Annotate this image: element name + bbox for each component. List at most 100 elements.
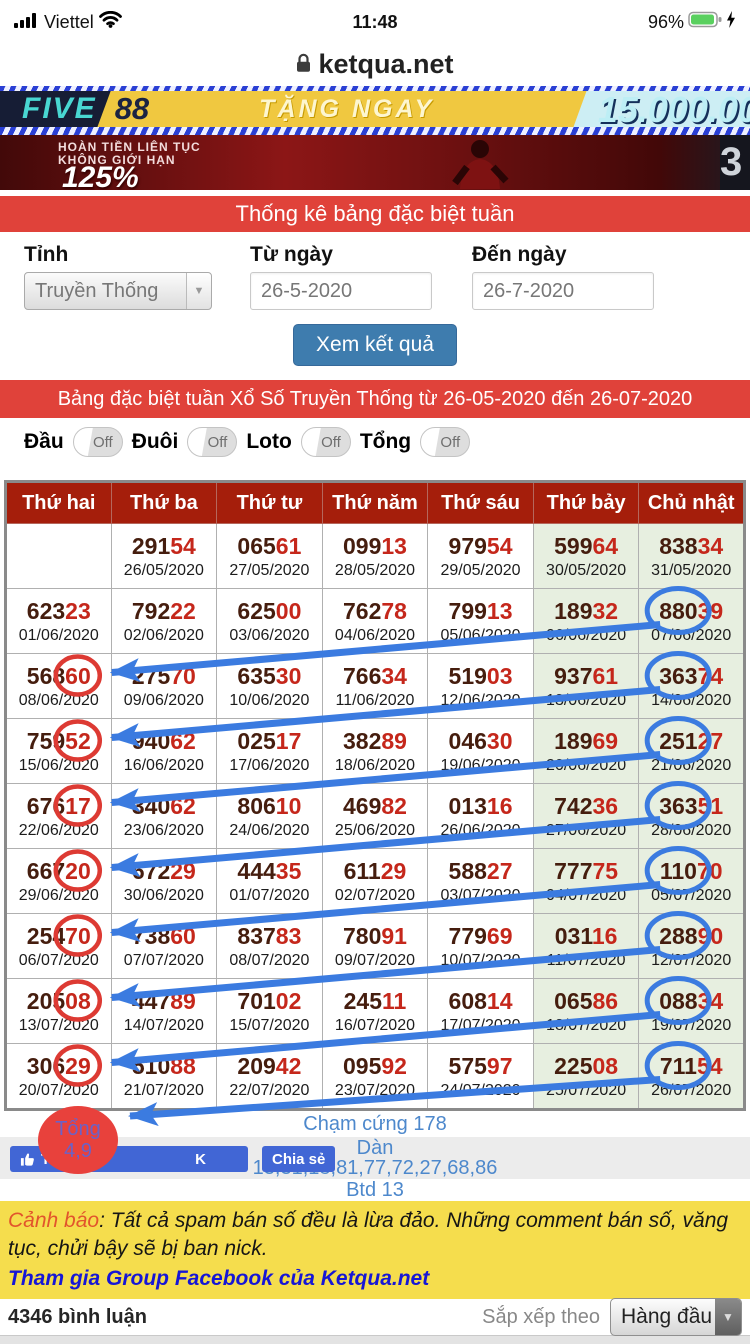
table-row: 62323 01/06/2020 79222 02/06/2020 62500 03/06… bbox=[5, 588, 745, 654]
facebook-share-button[interactable]: Chia sẻ bbox=[262, 1146, 336, 1172]
result-number: 61129 bbox=[343, 857, 407, 884]
result-number: 20508 bbox=[26, 987, 91, 1014]
result-number: 60814 bbox=[448, 987, 513, 1014]
result-date: 18/07/2020 bbox=[546, 1016, 627, 1034]
ad-banner-five88[interactable]: FIVE 88 TẶNG NGAY 15.000.00 bbox=[0, 91, 750, 127]
result-date: 09/07/2020 bbox=[334, 951, 415, 969]
banner-promo-text: TẶNG NGAY bbox=[259, 94, 435, 123]
tong-value: 4,9 bbox=[64, 1140, 92, 1162]
to-date-input[interactable] bbox=[472, 272, 654, 310]
chevron-down-icon: ▼ bbox=[715, 1299, 741, 1335]
carrier-label: Viettel bbox=[44, 11, 94, 32]
toggle-switch-loto[interactable]: Off bbox=[300, 427, 351, 457]
result-cell: 56860 08/06/2020 bbox=[5, 653, 112, 719]
result-number: 78091 bbox=[342, 922, 407, 949]
result-date: 22/07/2020 bbox=[229, 1081, 310, 1099]
result-date: 12/07/2020 bbox=[651, 951, 732, 969]
result-number: 51088 bbox=[131, 1052, 196, 1079]
stats-form: Tỉnh Từ ngày Đến ngày Truyền Thống ▼ Xem… bbox=[0, 232, 750, 366]
result-number: 71154 bbox=[659, 1052, 723, 1079]
result-number: 57597 bbox=[448, 1052, 513, 1079]
table-row: 66720 29/06/2020 67229 30/06/2020 44435 01/07… bbox=[5, 848, 745, 914]
result-date: 13/07/2020 bbox=[18, 1016, 99, 1034]
result-number: 76278 bbox=[342, 597, 407, 624]
result-number: 70102 bbox=[237, 987, 302, 1014]
result-number: 44435 bbox=[237, 857, 302, 884]
view-results-button[interactable]: Xem kết quả bbox=[293, 324, 457, 366]
result-cell: 08834 19/07/2020 bbox=[638, 978, 745, 1044]
cashback-percent: 125% bbox=[62, 161, 139, 190]
result-date: 30/06/2020 bbox=[123, 886, 204, 904]
lock-icon bbox=[296, 49, 311, 80]
result-number: 79913 bbox=[448, 597, 513, 624]
stats-title: Thống kê bảng đặc biệt tuần bbox=[0, 196, 750, 232]
result-number: 88039 bbox=[659, 597, 724, 624]
result-number: 58827 bbox=[448, 857, 513, 884]
table-row: 56860 08/06/2020 27570 09/06/2020 63530 10/06… bbox=[5, 653, 745, 719]
result-cell: 73860 07/07/2020 bbox=[110, 913, 218, 979]
result-cell: 04630 19/06/2020 bbox=[427, 718, 534, 784]
dan-label: Dàn bbox=[356, 1137, 394, 1159]
btd-text: Btd 13 bbox=[0, 1179, 750, 1201]
facebook-group-link[interactable]: Tham gia Group Facebook của Ketqua.net bbox=[8, 1267, 430, 1290]
result-date: 19/06/2020 bbox=[440, 756, 521, 774]
toggle-switch-đuôi[interactable]: Off bbox=[187, 427, 238, 457]
result-date: 13/06/2020 bbox=[546, 691, 627, 709]
tong-label: Tổng bbox=[55, 1118, 101, 1140]
result-date: 02/06/2020 bbox=[123, 626, 204, 644]
result-cell: 38289 18/06/2020 bbox=[321, 718, 429, 784]
table-row: 29154 26/05/2020 06561 27/05/2020 09913 28/05… bbox=[5, 523, 745, 589]
province-select[interactable]: Truyền Thống ▼ bbox=[24, 272, 212, 310]
result-date: 05/07/2020 bbox=[651, 886, 732, 904]
result-date: 04/07/2020 bbox=[546, 886, 627, 904]
result-date: 27/06/2020 bbox=[546, 821, 627, 839]
result-cell: 83834 31/05/2020 bbox=[638, 523, 745, 589]
result-date: 01/06/2020 bbox=[18, 626, 99, 644]
result-date: 24/07/2020 bbox=[440, 1081, 521, 1099]
result-date: 26/06/2020 bbox=[440, 821, 521, 839]
result-cell: 36374 14/06/2020 bbox=[638, 653, 745, 719]
result-number: 79222 bbox=[131, 597, 196, 624]
result-date: 12/06/2020 bbox=[440, 691, 521, 709]
toggle-row: Đầu Off Đuôi Off Loto Off Tổng Off bbox=[0, 418, 750, 466]
table-row: 25470 06/07/2020 73860 07/07/2020 83783 08/07… bbox=[5, 913, 745, 979]
toggle-switch-tổng[interactable]: Off bbox=[420, 427, 471, 457]
ad-banner-cashback[interactable]: HOÀN TIỀN LIÊN TỤC KHÔNG GIỚI HẠN 125% 3 bbox=[0, 135, 750, 190]
result-date: 30/05/2020 bbox=[546, 561, 627, 579]
result-cell: 76634 11/06/2020 bbox=[321, 653, 429, 719]
warning-text: : Tất cả spam bán số đều là lừa đảo. Nhữ… bbox=[8, 1209, 729, 1260]
sort-select[interactable]: Hàng đầu ▼ bbox=[610, 1298, 742, 1336]
result-date: 17/07/2020 bbox=[440, 1016, 521, 1034]
result-number: 66720 bbox=[26, 857, 91, 884]
result-cell: 30629 20/07/2020 bbox=[5, 1043, 112, 1110]
result-number: 27570 bbox=[131, 662, 196, 689]
result-cell: 83783 08/07/2020 bbox=[216, 913, 323, 979]
table-row: 20508 13/07/2020 44789 14/07/2020 70102 15/07… bbox=[5, 978, 745, 1044]
result-cell: 20508 13/07/2020 bbox=[5, 978, 112, 1044]
result-cell: 25470 06/07/2020 bbox=[5, 913, 112, 979]
toggle-label: Đuôi bbox=[131, 430, 179, 453]
result-cell: 88039 07/06/2020 bbox=[638, 588, 745, 654]
result-cell: 20942 22/07/2020 bbox=[216, 1043, 323, 1110]
result-date: 23/07/2020 bbox=[334, 1081, 415, 1099]
from-date-input[interactable] bbox=[250, 272, 432, 310]
result-date: 23/06/2020 bbox=[123, 821, 204, 839]
result-date: 22/06/2020 bbox=[18, 821, 99, 839]
result-date: 19/07/2020 bbox=[651, 1016, 732, 1034]
result-date: 14/06/2020 bbox=[651, 691, 732, 709]
result-number: 36351 bbox=[659, 792, 724, 819]
results-title: Bảng đặc biệt tuần Xổ Số Truyền Thống từ… bbox=[0, 380, 750, 418]
result-number: 06561 bbox=[237, 532, 302, 559]
result-cell: 18932 06/06/2020 bbox=[532, 588, 640, 654]
result-date: 20/07/2020 bbox=[18, 1081, 99, 1099]
result-number: 36374 bbox=[659, 662, 724, 689]
result-date: 21/07/2020 bbox=[123, 1081, 204, 1099]
sort-select-value: Hàng đầu bbox=[621, 1305, 713, 1328]
result-date: 27/05/2020 bbox=[229, 561, 310, 579]
column-header: Chủ nhật bbox=[638, 481, 745, 524]
result-date: 02/07/2020 bbox=[334, 886, 415, 904]
toggle-switch-đầu[interactable]: Off bbox=[72, 427, 123, 457]
result-number: 77775 bbox=[554, 857, 619, 884]
result-cell: 02517 17/06/2020 bbox=[216, 718, 323, 784]
url-bar[interactable]: ketqua.net bbox=[0, 42, 750, 86]
